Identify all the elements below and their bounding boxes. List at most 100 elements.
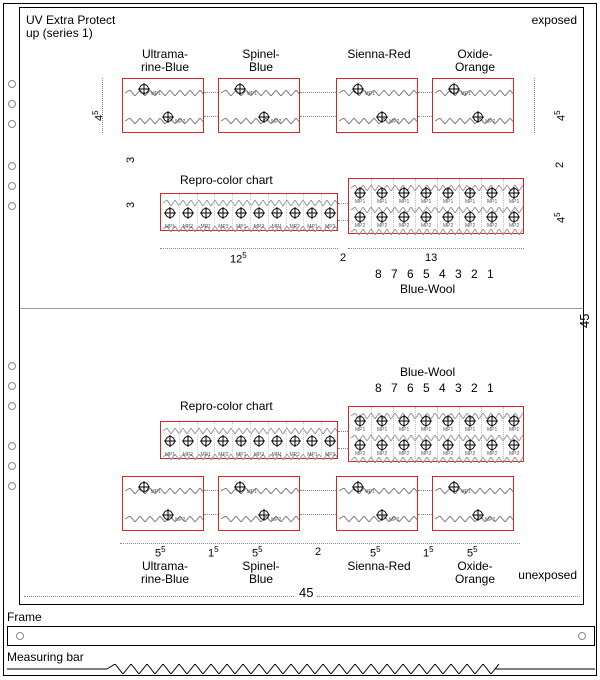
connrb4 xyxy=(338,448,348,449)
pigment-label: Ultrama- rine-Blue xyxy=(124,560,206,586)
frame-bar xyxy=(7,626,595,646)
dim-2-mid: 2 xyxy=(340,252,346,264)
measure-point-icon xyxy=(398,439,410,451)
color-swatch: MP1MP2 xyxy=(218,476,300,531)
measure-point-icon xyxy=(162,509,174,521)
measure-point-icon xyxy=(354,415,366,427)
measure-point-icon xyxy=(472,111,484,123)
measure-point-icon xyxy=(258,111,270,123)
measure-point-icon xyxy=(376,111,388,123)
color-swatch: MP1MP2 xyxy=(336,78,418,133)
dim-2-right: 2 xyxy=(554,162,566,168)
frame-hole-left xyxy=(16,632,24,640)
measure-point-icon xyxy=(138,83,150,95)
measure-point-icon xyxy=(464,211,476,223)
measure-point-icon xyxy=(235,207,247,219)
connb1b xyxy=(204,514,218,515)
measure-point-icon xyxy=(200,207,212,219)
measure-point-icon xyxy=(354,211,366,223)
pigment-label: Ultrama- rine-Blue xyxy=(124,48,206,74)
conn3a xyxy=(418,92,432,93)
dim-label: 55 xyxy=(252,546,263,560)
measure-point-icon xyxy=(234,83,246,95)
measure-point-icon xyxy=(376,439,388,451)
measure-point-icon xyxy=(289,435,301,447)
dim-label: 55 xyxy=(467,546,478,560)
diagram-outer: UV Extra Protect up (series 1) exposed u… xyxy=(3,3,597,676)
measure-point-icon xyxy=(420,211,432,223)
measuring-zigzag xyxy=(7,664,595,674)
exposed-label: exposed xyxy=(532,14,577,27)
dim-label: 2 xyxy=(315,546,321,558)
dim-3b: 3 xyxy=(125,202,137,208)
measure-point-icon xyxy=(448,481,460,493)
connb2a xyxy=(300,490,336,491)
color-swatch: MP1MP2 xyxy=(122,78,204,133)
measure-point-icon xyxy=(486,439,498,451)
measure-point-icon xyxy=(464,415,476,427)
measure-point-icon xyxy=(420,439,432,451)
measure-point-icon xyxy=(306,207,318,219)
perforation-hole xyxy=(8,462,16,470)
dim-12-5: 125 xyxy=(230,252,247,266)
pigment-label: Oxide- Orange xyxy=(434,48,516,74)
conn1a xyxy=(204,92,218,93)
conn3b xyxy=(418,116,432,117)
dimline-v1 xyxy=(102,78,103,133)
unexposed-label: unexposed xyxy=(518,569,577,582)
measure-point-icon xyxy=(398,211,410,223)
dim-bw-w xyxy=(348,248,524,249)
bw-label-bot: Blue-Wool xyxy=(400,366,455,379)
dim-45-bottom: 45 xyxy=(295,586,317,600)
measure-point-icon xyxy=(253,435,265,447)
perforation-hole xyxy=(8,482,16,490)
measure-point-icon xyxy=(352,481,364,493)
perforation-hole xyxy=(8,100,16,108)
measure-point-icon xyxy=(442,415,454,427)
dim-4-5-right: 45 xyxy=(554,110,568,121)
measure-point-icon xyxy=(354,439,366,451)
measure-point-icon xyxy=(508,211,520,223)
measure-point-icon xyxy=(352,83,364,95)
bw-label-top: Blue-Wool xyxy=(400,283,455,296)
measure-point-icon xyxy=(464,439,476,451)
bluewool-grid-top: MP1MP1MP1MP1MP1MP1MP1MP1MP2MP2MP2MP2MP2M… xyxy=(348,178,524,234)
repro-label-top: Repro-color chart xyxy=(180,174,273,187)
measure-point-icon xyxy=(448,83,460,95)
conn2a xyxy=(300,92,336,93)
measure-point-icon xyxy=(442,211,454,223)
measure-point-icon xyxy=(324,435,336,447)
pigment-label: Spinel- Blue xyxy=(220,48,302,74)
conn1b xyxy=(204,116,218,117)
measure-point-icon xyxy=(258,509,270,521)
measure-point-icon xyxy=(420,415,432,427)
dim-label: 15 xyxy=(423,546,434,560)
perforation-hole xyxy=(8,182,16,190)
pigment-label: Oxide- Orange xyxy=(434,560,516,586)
dim-45-right: 45 xyxy=(578,314,592,328)
measure-point-icon xyxy=(376,211,388,223)
dim-4-5-left: 45 xyxy=(92,110,106,121)
measuring-label: Measuring bar xyxy=(7,651,84,664)
color-swatch: MP1MP2 xyxy=(218,78,300,133)
measure-point-icon xyxy=(217,207,229,219)
bluewool-grid-bot: MP1MP1MP1MP1MP1MP1MP1MP1MP2MP2MP2MP2MP2M… xyxy=(348,406,524,462)
perforation-hole xyxy=(8,382,16,390)
dim-label: 55 xyxy=(370,546,381,560)
measure-point-icon xyxy=(162,111,174,123)
connrb2 xyxy=(338,220,348,221)
measure-point-icon xyxy=(306,435,318,447)
measure-point-icon xyxy=(138,481,150,493)
dim-3a: 3 xyxy=(125,157,137,163)
measure-point-icon xyxy=(486,211,498,223)
measure-point-icon xyxy=(271,207,283,219)
repro-strip-bot: MP1MP2MP1MP2MP1MP2MP1MP2MP1MP2 xyxy=(160,421,338,459)
connrb1 xyxy=(338,203,348,204)
measure-point-icon xyxy=(164,207,176,219)
measure-point-icon xyxy=(324,207,336,219)
connb3a xyxy=(418,490,432,491)
measure-point-icon xyxy=(354,187,366,199)
measure-point-icon xyxy=(420,187,432,199)
measure-point-icon xyxy=(182,435,194,447)
dim-repro-w xyxy=(160,248,338,249)
